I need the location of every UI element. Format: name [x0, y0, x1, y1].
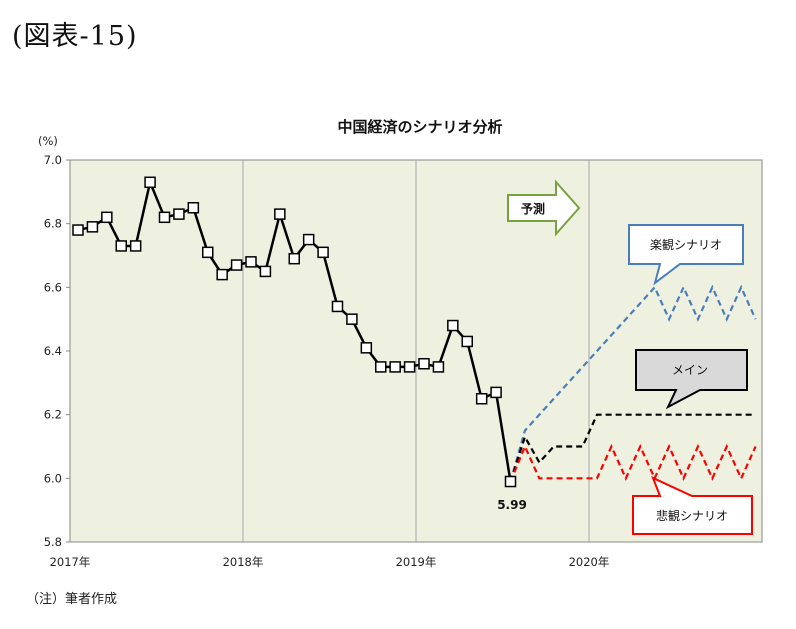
actual-markers [72, 176, 517, 488]
pessimistic-label: 悲観シナリオ [656, 508, 728, 523]
y-tick-label: 6.2 [44, 408, 62, 422]
actual-marker [475, 393, 488, 405]
pessimistic-callout: 悲観シナリオ [632, 476, 753, 535]
actual-marker [360, 342, 373, 354]
y-axis-unit: (%) [38, 134, 58, 148]
x-tick-label: 2018年 [223, 555, 264, 569]
actual-marker [418, 357, 430, 370]
actual-marker [331, 300, 344, 313]
main-series-line [509, 413, 756, 482]
optimistic-callout: 楽観シナリオ [628, 224, 744, 286]
actual-marker [245, 256, 257, 268]
x-axis-ticks: 2017年 2018年 2019年 2020年 [50, 555, 610, 569]
actual-marker [86, 221, 99, 233]
y-tick-label: 5.8 [44, 535, 62, 549]
actual-marker [216, 268, 228, 281]
figure-caption: (図表-15) [12, 21, 138, 52]
actual-marker [274, 208, 286, 220]
y-tick-label: 7.0 [44, 153, 62, 167]
actual-marker [504, 475, 517, 488]
actual-marker [490, 386, 502, 399]
actual-marker [144, 176, 156, 189]
y-tick-label: 6.4 [44, 344, 62, 358]
actual-marker [375, 361, 387, 373]
optimistic-label: 楽観シナリオ [650, 238, 722, 252]
actual-marker [432, 361, 445, 373]
actual-marker [447, 319, 459, 332]
forecast-label: 予測 [521, 201, 545, 216]
x-tick-label: 2017年 [50, 555, 91, 569]
actual-marker [403, 361, 416, 373]
actual-marker [389, 361, 401, 373]
y-tick-label: 6.6 [44, 280, 62, 294]
x-tick-label: 2019年 [396, 555, 437, 569]
y-tick-label: 6.8 [44, 217, 62, 231]
y-axis-ticks: 7.0 6.8 6.6 6.4 6.2 6.0 5.8 [44, 153, 70, 549]
actual-marker [317, 246, 329, 259]
actual-marker [288, 252, 300, 265]
x-tick-label: 2020年 [569, 555, 610, 569]
y-tick-label: 6.0 [44, 471, 62, 485]
forecast-arrow: 予測 [507, 179, 581, 237]
actual-marker [129, 240, 142, 252]
actual-marker [302, 233, 315, 246]
actual-marker [72, 224, 84, 236]
actual-marker [158, 211, 171, 224]
actual-marker [461, 335, 473, 348]
optimistic-series-line [509, 284, 757, 482]
chart-title: 中国経済のシナリオ分析 [337, 118, 502, 136]
last-value-label: 5.99 [497, 498, 527, 512]
actual-marker [101, 211, 113, 224]
footnote: （注）筆者作成 [26, 592, 118, 607]
pessimistic-series-line [509, 443, 757, 482]
actual-marker [173, 208, 185, 220]
actual-marker [346, 313, 358, 325]
actual-marker [259, 265, 272, 278]
main-label: メイン [672, 363, 708, 377]
actual-marker [187, 202, 200, 214]
actual-marker [115, 240, 127, 252]
actual-marker [202, 246, 214, 259]
main-callout: メイン [635, 349, 748, 410]
actual-marker [230, 259, 243, 271]
